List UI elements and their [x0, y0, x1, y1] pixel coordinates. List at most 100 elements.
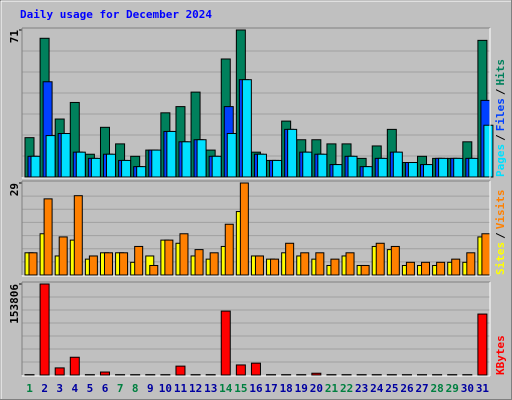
bar	[401, 374, 412, 377]
bar	[220, 310, 231, 376]
bar	[345, 252, 355, 276]
bar	[151, 149, 162, 178]
bar	[438, 157, 449, 178]
bar	[209, 252, 219, 276]
bar	[241, 79, 252, 178]
x-tick-label: 23	[355, 382, 368, 395]
x-tick-label: 11	[174, 382, 188, 395]
bar	[84, 374, 95, 377]
bar	[115, 374, 126, 377]
bar	[421, 261, 431, 276]
legend-entry: Visits	[494, 190, 507, 230]
legend-separator: /	[494, 232, 507, 239]
bar	[302, 151, 313, 178]
bar	[447, 374, 458, 377]
bar	[481, 233, 491, 276]
bar	[196, 139, 207, 178]
bar	[121, 159, 132, 178]
y-tick-label: 71	[8, 30, 21, 44]
x-tick-label: 14	[219, 382, 233, 395]
bar	[281, 374, 292, 377]
x-tick-label: 13	[204, 382, 217, 395]
bar	[377, 157, 388, 178]
bar	[362, 166, 373, 178]
bar	[179, 233, 189, 276]
x-tick-label: 2	[41, 382, 48, 395]
x-tick-label: 8	[132, 382, 139, 395]
x-tick-label: 12	[189, 382, 202, 395]
bar	[272, 159, 283, 178]
bar	[477, 313, 488, 376]
bar	[164, 239, 174, 276]
x-tick-label: 10	[159, 382, 172, 395]
x-tick-label: 19	[295, 382, 308, 395]
bar	[392, 151, 403, 178]
legend: KBytes	[494, 335, 507, 375]
bar	[88, 255, 98, 276]
bar	[190, 374, 201, 377]
bar	[24, 374, 35, 377]
bar	[466, 252, 476, 276]
bar	[145, 374, 156, 377]
x-tick-label: 1	[26, 382, 33, 395]
legend: Sites / Visits	[494, 190, 507, 276]
x-tick-label: 27	[415, 382, 428, 395]
legend-entry: Files	[494, 98, 507, 131]
bar	[181, 141, 192, 178]
bar	[270, 258, 280, 276]
x-tick-label: 3	[56, 382, 63, 395]
x-tick-label: 18	[280, 382, 293, 395]
x-tick-label: 7	[117, 382, 124, 395]
bar	[432, 374, 443, 377]
x-tick-label: 6	[102, 382, 109, 395]
bar	[250, 362, 261, 376]
bar	[375, 242, 385, 276]
bar	[462, 374, 473, 377]
bar	[356, 374, 367, 377]
bar	[332, 164, 343, 178]
bar	[390, 245, 400, 276]
bar	[326, 374, 337, 377]
x-tick-label: 4	[72, 382, 79, 395]
bar	[483, 124, 494, 178]
bar	[28, 252, 38, 276]
legend-entry: Sites	[494, 242, 507, 275]
bar	[468, 157, 479, 178]
x-tick-label: 16	[249, 382, 263, 395]
bar	[166, 130, 177, 178]
bar	[194, 249, 204, 276]
bar	[90, 157, 101, 178]
bar	[60, 133, 71, 178]
bar	[451, 258, 461, 276]
legend-entry: Hits	[494, 59, 507, 86]
bar	[103, 252, 113, 276]
plot-area	[22, 282, 490, 375]
chart-title: Daily usage for December 2024	[20, 8, 212, 21]
bar	[330, 258, 340, 276]
bar	[149, 264, 159, 276]
bar	[45, 135, 56, 178]
bar	[69, 356, 80, 376]
bar	[315, 252, 325, 276]
bar	[211, 155, 222, 178]
x-tick-label: 9	[147, 382, 154, 395]
bar	[73, 195, 83, 276]
bar	[285, 242, 295, 276]
x-tick-label: 21	[325, 382, 339, 395]
bar	[405, 261, 415, 276]
bar	[58, 236, 68, 276]
bar	[266, 374, 277, 377]
bar	[99, 371, 110, 376]
bar	[347, 155, 358, 178]
x-tick-label: 5	[87, 382, 94, 395]
x-tick-label: 15	[234, 382, 247, 395]
bar	[175, 365, 186, 376]
bar	[453, 157, 464, 178]
y-tick-label: 29	[8, 183, 21, 196]
x-tick-label: 20	[310, 382, 323, 395]
bar	[256, 153, 267, 178]
bar	[105, 153, 116, 178]
x-tick-label: 25	[385, 382, 398, 395]
bar	[160, 374, 171, 377]
